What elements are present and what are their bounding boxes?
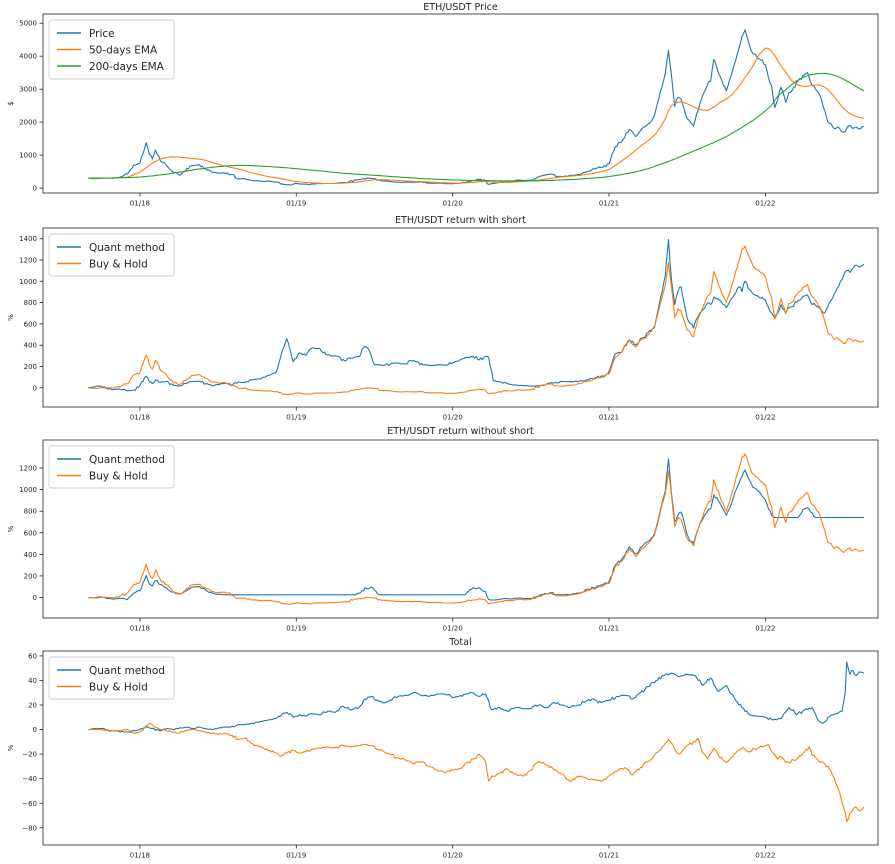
- legend-box: [48, 233, 175, 277]
- y-tick-label: 600: [24, 529, 37, 537]
- y-tick-label: 0: [33, 726, 37, 734]
- legend: Quant method Buy & Hold: [48, 445, 175, 489]
- legend-label: Quant method: [89, 665, 165, 677]
- legend-box: [48, 445, 175, 489]
- y-tick-label: 4000: [19, 53, 37, 61]
- x-tick-label: 01/21: [599, 200, 619, 208]
- y-tick-label: 1200: [19, 465, 37, 473]
- plot-spines: [42, 13, 879, 194]
- x-tick-label: 01/18: [130, 625, 150, 633]
- x-tick-label: 01/21: [599, 414, 619, 422]
- chart-title-price: ETH/USDT Price: [423, 2, 498, 13]
- y-tick-label: 0: [33, 384, 37, 392]
- y-tick-label: 800: [24, 508, 37, 516]
- y-axis-label: $: [7, 101, 15, 105]
- y-axis-label: %: [7, 744, 15, 751]
- y-axis-label: %: [7, 314, 15, 321]
- legend-label: Buy & Hold: [89, 258, 148, 270]
- subplot-eth-usdt-return-without-short: 0 200 400 600 800 1000 1200 01/18 01/19 01/20 01/2…: [7, 439, 879, 633]
- legend-label: Buy & Hold: [89, 681, 148, 693]
- x-tick-label: 01/20: [443, 414, 463, 422]
- y-tick-label: 1400: [19, 235, 37, 243]
- y-tick-label: 40: [28, 677, 37, 685]
- plot-spines: [42, 650, 879, 846]
- y-tick-label: −40: [22, 775, 37, 783]
- plot-spines: [42, 439, 879, 619]
- y-tick-label: 2000: [19, 119, 37, 127]
- y-tick-label: 800: [24, 299, 37, 307]
- y-axis-label: %: [7, 525, 15, 532]
- 50-days-ema-line: [88, 47, 865, 184]
- y-tick-label: 200: [24, 363, 37, 371]
- legend-box: [48, 19, 175, 80]
- legend-label: Quant method: [89, 242, 165, 254]
- legend: Quant method Buy & Hold: [48, 656, 175, 700]
- y-tick-label: 400: [24, 342, 37, 350]
- legend-label: 50-days EMA: [89, 44, 158, 56]
- quant-method-line: [88, 239, 865, 392]
- x-tick-label: 01/22: [755, 414, 775, 422]
- legend-label: 200-days EMA: [89, 61, 165, 73]
- x-tick-label: 01/20: [443, 200, 463, 208]
- legend-label: Price: [89, 28, 115, 40]
- chart-title-total: Total: [449, 637, 472, 648]
- chart-title-with-short: ETH/USDT return with short: [395, 215, 526, 226]
- x-tick-label: 01/19: [286, 852, 306, 860]
- subplot-eth-usdt-price: 0 1000 2000 3000 4000 5000 01/18 01/19 01/20 01/2…: [7, 13, 879, 208]
- legend-label: Buy & Hold: [89, 470, 148, 482]
- x-tick-label: 01/22: [755, 852, 775, 860]
- y-tick-label: −80: [22, 824, 37, 832]
- subplot-total: −80 −60 −40 −20 0 20 40 60 01/18 01/19 01/20 01/21 0…: [7, 650, 879, 860]
- y-tick-label: 1000: [19, 152, 37, 160]
- quant-method-line: [88, 458, 864, 601]
- y-tick-label: 60: [28, 652, 37, 660]
- buy-hold-line: [88, 722, 865, 823]
- plot-spines: [42, 227, 879, 408]
- y-tick-label: 600: [24, 320, 37, 328]
- legend-label: Quant method: [89, 454, 165, 466]
- x-tick-label: 01/18: [130, 200, 150, 208]
- x-tick-label: 01/19: [286, 625, 306, 633]
- y-tick-label: −20: [22, 751, 37, 759]
- x-tick-label: 01/21: [599, 625, 619, 633]
- x-tick-label: 01/19: [286, 200, 306, 208]
- buy-hold-line: [88, 453, 865, 605]
- buy-hold-line: [88, 245, 865, 396]
- y-tick-label: 200: [24, 572, 37, 580]
- x-tick-label: 01/18: [130, 852, 150, 860]
- x-tick-label: 01/19: [286, 414, 306, 422]
- legend-box: [48, 656, 175, 700]
- legend: Price 50-days EMA 200-days EMA: [48, 19, 175, 80]
- x-tick-label: 01/22: [755, 200, 775, 208]
- y-tick-label: 400: [24, 551, 37, 559]
- chart-title-without-short: ETH/USDT return without short: [387, 426, 534, 437]
- y-tick-label: 3000: [19, 86, 37, 94]
- y-tick-label: 1000: [19, 278, 37, 286]
- y-tick-label: 1200: [19, 257, 37, 265]
- y-tick-label: 5000: [19, 20, 37, 28]
- 200-days-ema-line: [88, 72, 865, 182]
- subplot-eth-usdt-return-with-short: 0 200 400 600 800 1000 1200 1400 01/18 01/19 01/20…: [7, 227, 879, 422]
- y-tick-label: 20: [28, 702, 37, 710]
- quant-method-line: [88, 661, 865, 733]
- x-tick-label: 01/20: [443, 625, 463, 633]
- y-tick-label: −60: [22, 800, 37, 808]
- legend: Quant method Buy & Hold: [48, 233, 175, 277]
- x-tick-label: 01/22: [755, 625, 775, 633]
- y-tick-label: 0: [33, 185, 37, 193]
- x-tick-label: 01/20: [443, 852, 463, 860]
- y-tick-label: 0: [33, 594, 37, 602]
- price-line: [88, 29, 864, 186]
- x-tick-label: 01/18: [130, 414, 150, 422]
- y-tick-label: 1000: [19, 486, 37, 494]
- x-tick-label: 01/21: [599, 852, 619, 860]
